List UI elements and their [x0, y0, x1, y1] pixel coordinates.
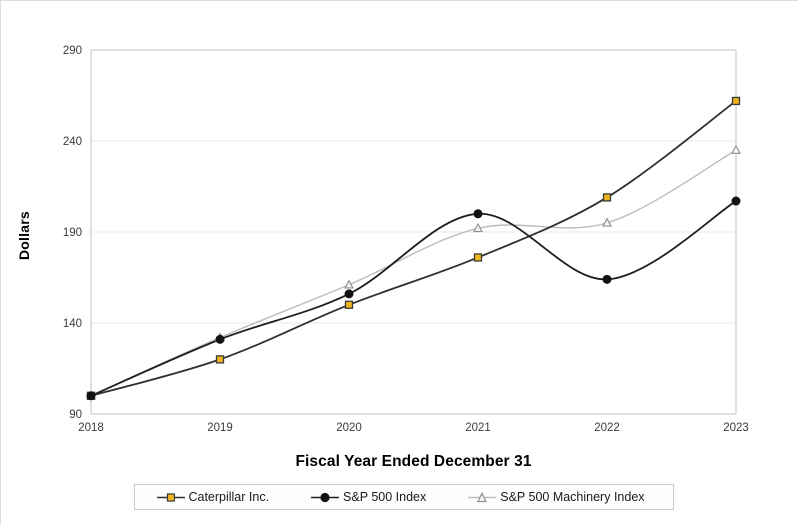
legend-label-machinery: S&P 500 Machinery Index: [500, 490, 645, 504]
data-point-triangle: [344, 279, 354, 289]
data-point-circle: [473, 209, 483, 219]
data-point-circle: [731, 196, 741, 206]
plot-border: [90, 49, 737, 415]
x-tick-label: 2022: [594, 422, 620, 434]
y-tick-label: 90: [69, 409, 82, 421]
x-axis-title: Fiscal Year Ended December 31: [295, 453, 532, 470]
x-tick-label: 2018: [78, 422, 104, 434]
sp500-circle-marker-icon: [309, 491, 341, 504]
y-tick-label: 140: [63, 318, 82, 330]
data-point-circle: [86, 391, 96, 401]
machinery-triangle-marker-icon: [466, 491, 498, 504]
x-tick-label: 2023: [723, 422, 749, 434]
data-point-square: [731, 96, 741, 106]
data-point-square: [473, 253, 483, 262]
legend-item-caterpillar: Caterpillar Inc.: [154, 490, 269, 504]
legend-box: Caterpillar Inc. S&P 500 Index S&P 500 M…: [133, 484, 674, 510]
legend-label-sp500: S&P 500 Index: [343, 490, 427, 504]
x-tick-label: 2019: [207, 422, 233, 434]
legend-label-caterpillar: Caterpillar Inc.: [188, 490, 270, 504]
data-point-triangle: [473, 223, 483, 233]
series-line-1: [90, 200, 737, 397]
data-point-square: [344, 300, 354, 309]
data-point-circle: [602, 274, 612, 284]
data-point-triangle: [602, 217, 612, 227]
series-line-2: [90, 149, 737, 397]
series-line-0: [90, 100, 737, 397]
caterpillar-square-marker-icon: [154, 491, 186, 504]
data-point-square: [602, 193, 612, 202]
x-tick-label: 2020: [336, 422, 362, 434]
data-point-circle: [215, 334, 225, 344]
legend-item-machinery: S&P 500 Machinery Index: [466, 490, 645, 504]
data-point-circle: [344, 289, 354, 299]
x-tick-label: 2021: [465, 422, 491, 434]
legend-item-sp500: S&P 500 Index: [309, 490, 426, 504]
data-point-square: [215, 355, 225, 364]
data-point-triangle: [731, 144, 741, 154]
y-tick-label: 290: [63, 45, 82, 57]
y-tick-label: 240: [63, 136, 82, 148]
y-tick-label: 190: [63, 227, 82, 239]
